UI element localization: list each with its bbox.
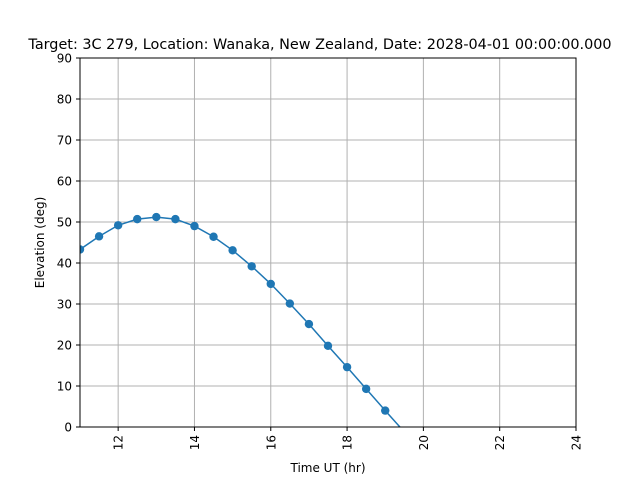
x-tick-label: 16 (264, 435, 278, 450)
x-tick-label: 12 (112, 435, 126, 450)
y-tick-label: 60 (57, 175, 72, 189)
series-group (80, 212, 408, 436)
data-point (247, 262, 256, 271)
x-tick-label: 18 (341, 435, 355, 450)
data-point (133, 214, 142, 224)
data-point (285, 299, 295, 308)
axes-frame (79, 57, 577, 428)
data-point (228, 246, 237, 255)
x-axis-label: Time UT (hr) (289, 461, 365, 475)
data-point (152, 212, 161, 222)
data-point (94, 232, 104, 241)
data-point (361, 384, 371, 394)
y-tick-label: 70 (57, 134, 72, 148)
data-point (266, 279, 275, 289)
y-tick-label: 80 (57, 93, 72, 107)
y-tick-label: 90 (57, 52, 72, 66)
x-tick-label: 20 (417, 435, 431, 450)
y-axis-label: Elevation (deg) (33, 197, 47, 289)
data-point (400, 428, 408, 436)
data-point (304, 319, 314, 329)
x-tick-label: 14 (188, 435, 202, 450)
data-point (113, 221, 123, 230)
y-tick-label: 20 (57, 339, 72, 353)
x-tick-label: 24 (570, 435, 584, 450)
y-tick-label: 30 (57, 298, 72, 312)
x-tick-label: 22 (493, 435, 507, 450)
plot-area (80, 212, 408, 436)
elevation-series-line (80, 216, 401, 427)
data-point (323, 341, 333, 351)
data-point (80, 245, 85, 254)
y-tick-label: 50 (57, 216, 72, 230)
data-point (381, 406, 390, 415)
axis-ticks: 0 10 20 30 40 50 60 70 80 90 12 14 16 18 20 22 24 (57, 52, 584, 451)
y-tick-label: 10 (57, 380, 72, 394)
y-tick-label: 40 (57, 257, 72, 271)
data-point (342, 362, 352, 372)
data-point (171, 214, 180, 224)
data-point (209, 232, 218, 241)
chart-title: Target: 3C 279, Location: Wanaka, New Ze… (27, 37, 611, 53)
y-tick-label: 0 (64, 421, 72, 435)
grid (80, 57, 577, 428)
data-point (190, 221, 199, 231)
